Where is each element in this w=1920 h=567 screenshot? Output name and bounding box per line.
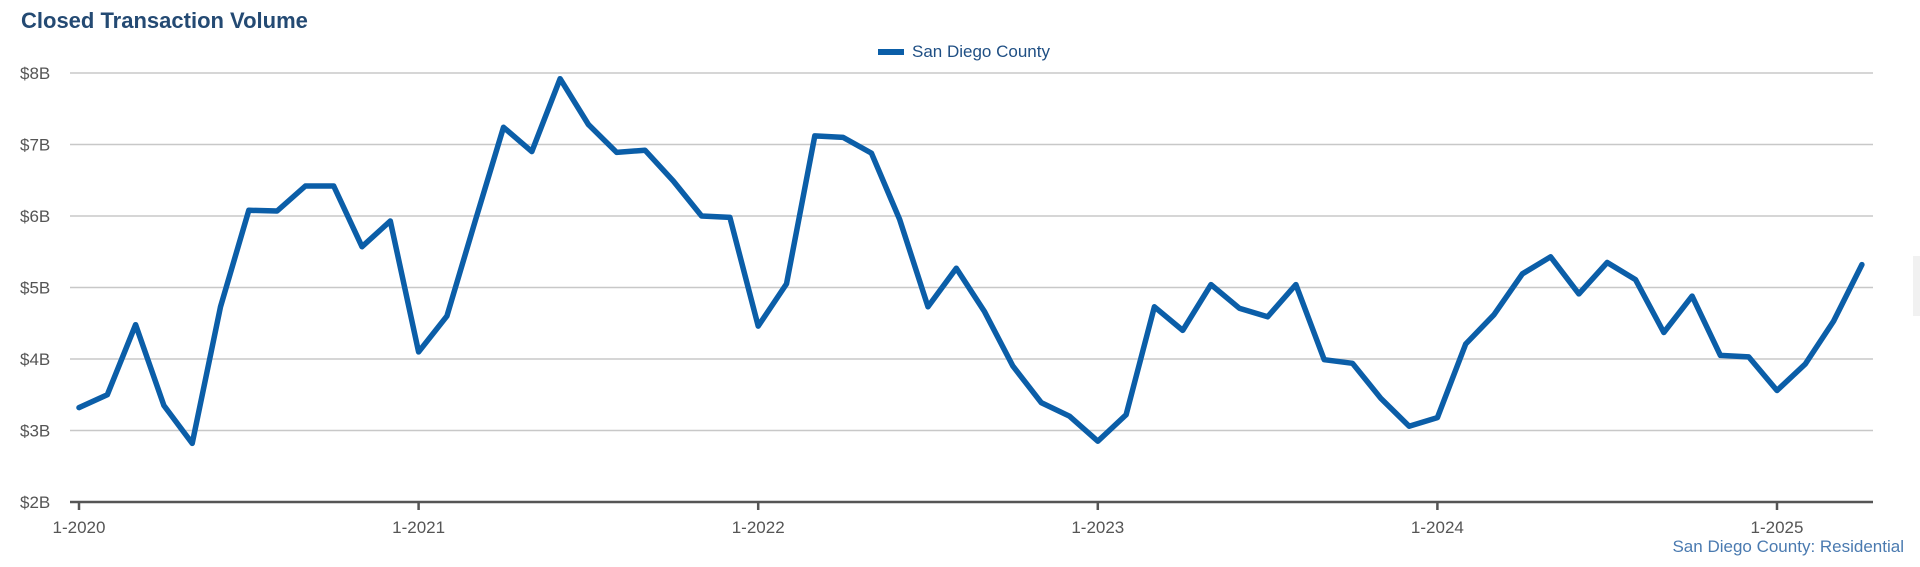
legend[interactable]: San Diego County — [878, 42, 1050, 62]
x-tick-label: 1-2024 — [1411, 518, 1464, 537]
series-line-san-diego-county — [76, 75, 1865, 447]
legend-swatch — [878, 49, 904, 55]
y-tick-label: $4B — [20, 350, 50, 369]
y-tick-label: $6B — [20, 207, 50, 226]
x-tick-label: 1-2022 — [732, 518, 785, 537]
scroll-edge — [1913, 256, 1920, 316]
x-tick-label: 1-2021 — [392, 518, 445, 537]
y-tick-label: $3B — [20, 422, 50, 441]
source-label: San Diego County: Residential — [1672, 537, 1904, 556]
legend-label-san-diego-county: San Diego County — [912, 42, 1050, 61]
y-tick-label: $5B — [20, 279, 50, 298]
x-tick-label: 1-2020 — [53, 518, 106, 537]
chart-title: Closed Transaction Volume — [21, 8, 308, 33]
y-tick-label: $7B — [20, 136, 50, 155]
y-tick-label: $8B — [20, 64, 50, 83]
x-tick-label: 1-2023 — [1071, 518, 1124, 537]
y-tick-label: $2B — [20, 493, 50, 512]
x-tick-label: 1-2025 — [1751, 518, 1804, 537]
